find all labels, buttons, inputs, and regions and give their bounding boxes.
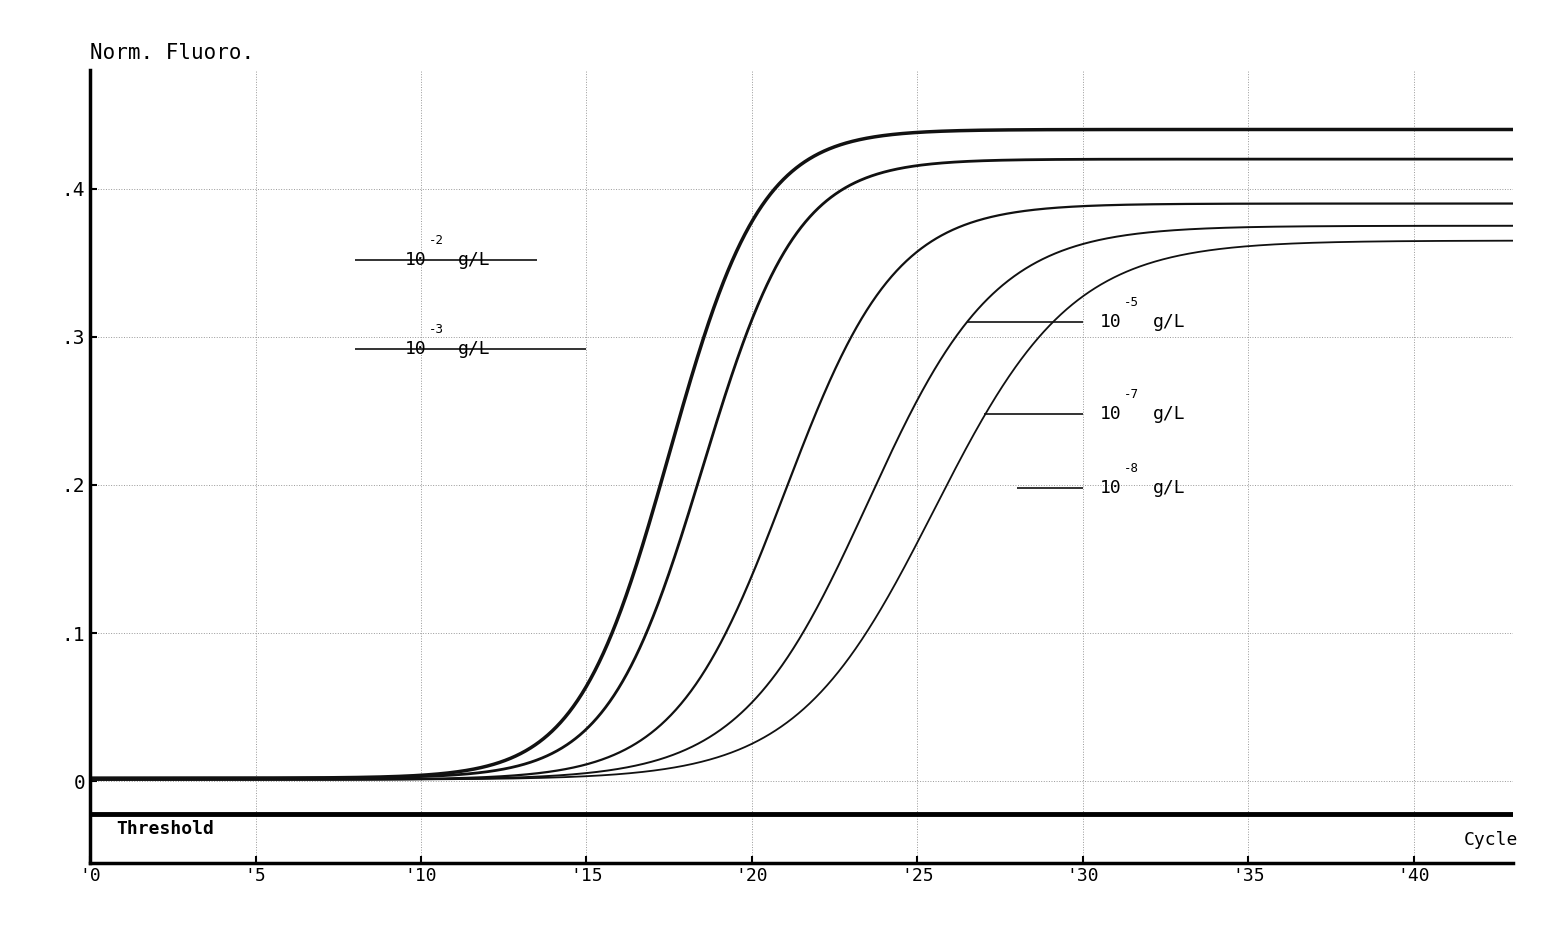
Text: g/L: g/L (1153, 479, 1186, 497)
Text: Cycle: Cycle (1464, 831, 1517, 850)
Text: g/L: g/L (457, 250, 490, 269)
Text: 10: 10 (405, 340, 426, 357)
Text: g/L: g/L (1153, 313, 1186, 331)
Text: 10: 10 (1100, 313, 1122, 331)
Text: Threshold: Threshold (117, 820, 215, 838)
Text: Norm. Fluoro.: Norm. Fluoro. (90, 43, 254, 63)
Text: 10: 10 (405, 250, 426, 269)
Text: 10: 10 (1100, 479, 1122, 497)
Text: -2: -2 (429, 234, 445, 247)
Text: 10: 10 (1100, 405, 1122, 423)
Text: g/L: g/L (1153, 405, 1186, 423)
Text: g/L: g/L (457, 340, 490, 357)
Text: -5: -5 (1125, 296, 1139, 310)
Text: -3: -3 (429, 323, 445, 336)
Text: -7: -7 (1125, 388, 1139, 401)
Text: -8: -8 (1125, 462, 1139, 476)
